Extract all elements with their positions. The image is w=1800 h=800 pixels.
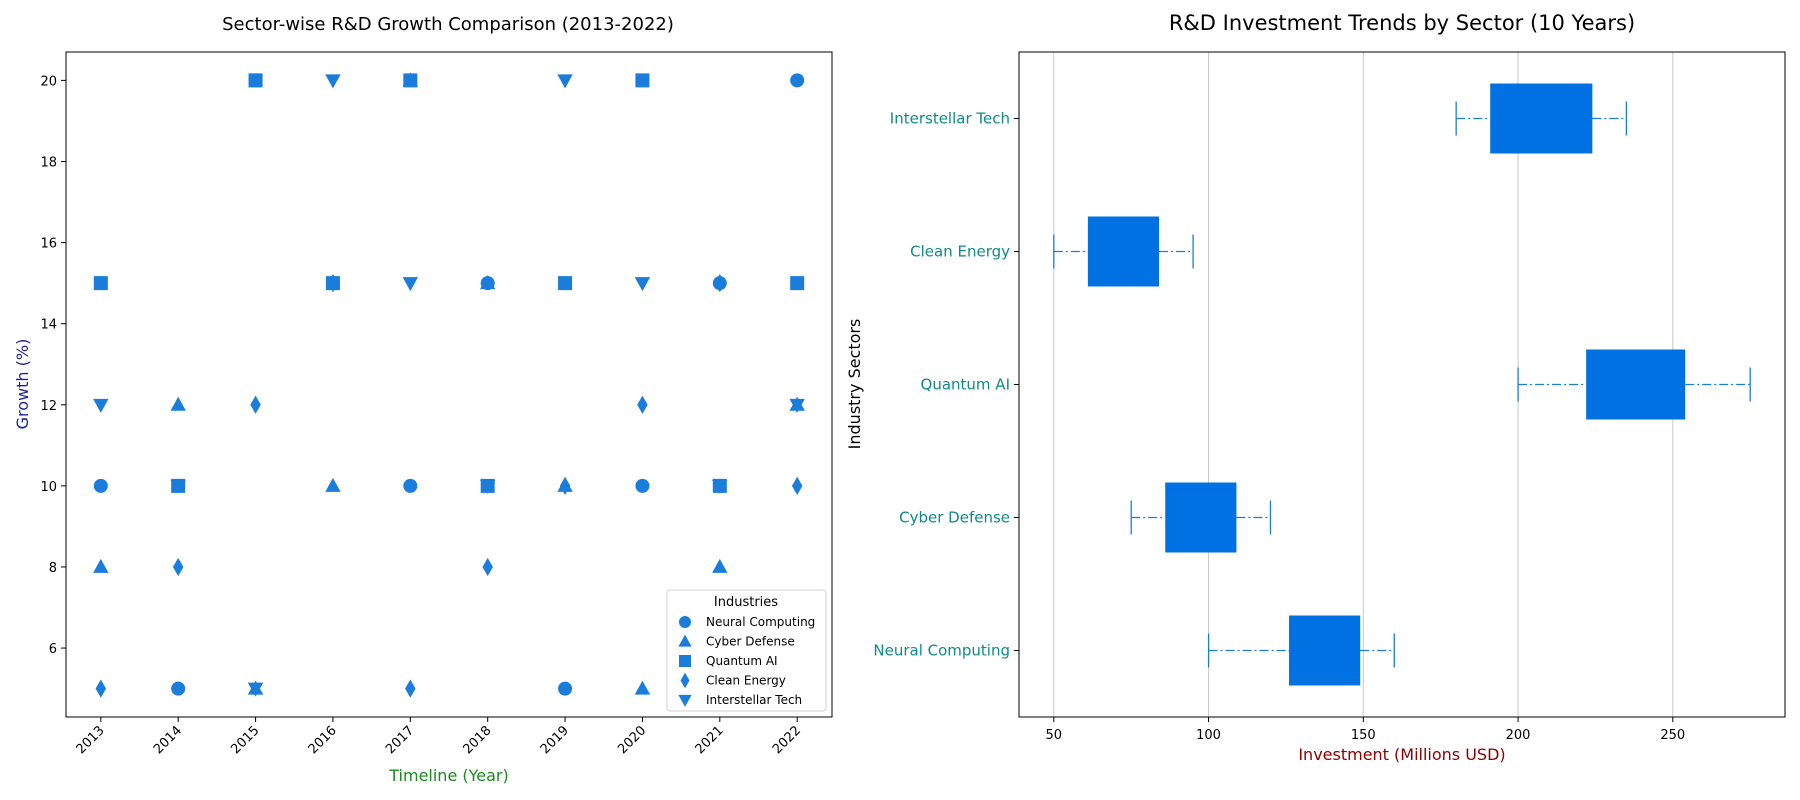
right-x-axis-label: Investment (Millions USD) — [1298, 745, 1505, 764]
legend: Industries Neural Computing Cyber Defense… — [666, 589, 827, 712]
sector-label: Quantum AI — [921, 376, 1010, 394]
data-point — [559, 476, 571, 495]
x-tick-label: 2017 — [383, 723, 417, 757]
growth-scatter-chart: Sector-wise R&D Growth Comparison (2013-… — [13, 14, 833, 785]
data-point — [170, 396, 186, 411]
left-plot-frame — [65, 51, 833, 718]
legend-marker-icon — [679, 655, 691, 667]
data-point — [558, 276, 573, 291]
legend-label: Cyber Defense — [706, 635, 795, 649]
data-point — [790, 73, 805, 88]
data-point — [248, 73, 263, 88]
x-tick-label: 100 — [1196, 728, 1221, 743]
left-x-axis-label: Timeline (Year) — [388, 766, 508, 785]
x-tick-label: 50 — [1046, 728, 1063, 743]
x-tick-label: 2020 — [615, 723, 649, 757]
data-point — [790, 276, 805, 291]
data-point — [634, 277, 651, 292]
legend-marker-icon — [678, 694, 692, 707]
data-point — [479, 275, 496, 290]
data-point — [637, 395, 648, 414]
box — [1087, 216, 1160, 287]
data-point — [402, 277, 419, 292]
data-point — [635, 478, 650, 493]
legend-marker-icon — [680, 672, 690, 689]
right-y-axis-label: Industry Sectors — [845, 319, 864, 450]
data-point — [405, 679, 416, 698]
x-tick-label: 250 — [1660, 728, 1685, 743]
right-chart-title: R&D Investment Trends by Sector (10 Year… — [1169, 11, 1635, 35]
data-point — [482, 557, 493, 577]
data-point — [247, 682, 264, 697]
x-tick-label: 2013 — [74, 723, 108, 757]
data-point — [714, 274, 726, 293]
box-group — [1207, 615, 1395, 686]
legend-frame — [666, 589, 827, 712]
sector-label: Interstellar Tech — [890, 110, 1010, 128]
y-tick-label: 16 — [40, 237, 57, 252]
data-point — [171, 681, 186, 696]
box — [1165, 482, 1237, 553]
x-tick-label: 2021 — [693, 723, 727, 757]
data-point — [325, 74, 341, 89]
data-point — [479, 479, 496, 494]
legend-marker-icon — [678, 634, 692, 647]
x-tick-label: 2018 — [461, 723, 495, 757]
data-point — [325, 477, 341, 492]
box-group — [1517, 349, 1751, 420]
y-tick-label: 10 — [40, 480, 57, 495]
sector-label: Clean Energy — [910, 243, 1010, 261]
y-tick-label: 14 — [40, 318, 57, 333]
box — [1289, 615, 1361, 686]
box-group — [1455, 83, 1628, 154]
box-group — [1130, 482, 1272, 553]
data-point — [172, 557, 184, 577]
data-point — [93, 398, 109, 413]
x-tick-label: 200 — [1506, 728, 1531, 743]
data-point — [95, 679, 107, 698]
data-point — [327, 274, 339, 293]
data-point — [712, 479, 728, 494]
x-tick-label: 2014 — [151, 723, 185, 757]
x-tick-label: 150 — [1351, 728, 1376, 743]
box-group — [1053, 216, 1194, 287]
data-point — [558, 681, 573, 696]
x-tick-label: 2019 — [538, 723, 572, 757]
x-tick-label: 2016 — [306, 723, 340, 757]
data-point — [93, 276, 108, 291]
y-tick-label: 20 — [40, 74, 57, 89]
data-point — [250, 395, 261, 414]
y-tick-label: 18 — [40, 155, 57, 170]
legend-marker-icon — [679, 616, 691, 628]
legend-label: Quantum AI — [706, 654, 778, 668]
data-point — [403, 73, 418, 88]
data-point — [557, 74, 573, 89]
data-point — [712, 558, 728, 573]
data-point — [170, 479, 186, 494]
data-point — [93, 558, 109, 573]
legend-label: Clean Energy — [706, 674, 786, 688]
legend-label: Neural Computing — [706, 615, 815, 629]
y-tick-label: 8 — [49, 561, 57, 576]
box — [1586, 349, 1686, 420]
data-point — [93, 478, 108, 493]
y-tick-label: 12 — [40, 399, 57, 414]
sector-label: Neural Computing — [873, 642, 1010, 660]
investment-box-chart: R&D Investment Trends by Sector (10 Year… — [845, 11, 1786, 764]
box — [1490, 83, 1593, 154]
data-point — [403, 478, 418, 493]
legend-label: Interstellar Tech — [706, 693, 802, 707]
data-point — [634, 680, 651, 695]
y-tick-label: 6 — [49, 642, 57, 657]
data-point — [635, 73, 650, 88]
legend-title: Industries — [714, 595, 778, 610]
left-y-axis-label: Growth (%) — [13, 339, 32, 430]
left-chart-title: Sector-wise R&D Growth Comparison (2013-… — [222, 14, 674, 35]
data-point — [791, 476, 803, 495]
data-point — [789, 398, 805, 413]
x-tick-label: 2015 — [228, 723, 262, 757]
sector-label: Cyber Defense — [899, 509, 1010, 527]
x-tick-label: 2022 — [770, 723, 804, 757]
